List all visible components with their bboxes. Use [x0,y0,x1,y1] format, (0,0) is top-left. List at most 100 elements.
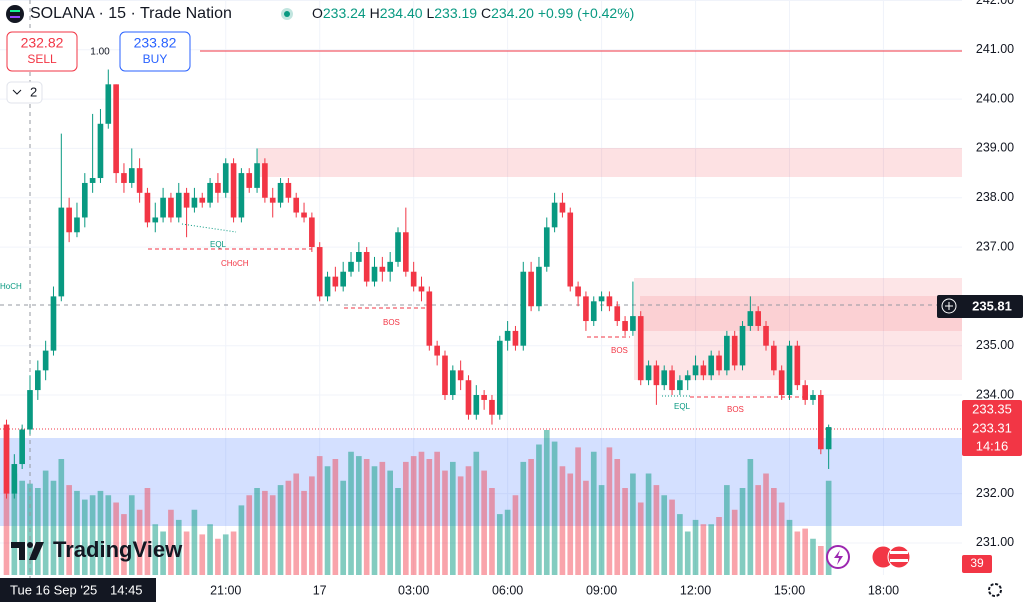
volume-bar [520,461,527,575]
supply-zone [640,296,962,331]
volume-bar [175,519,182,575]
candle-body [622,321,628,331]
volume-bar [434,451,440,575]
settings-icon[interactable] [988,583,1002,597]
candle-body [810,395,816,400]
toggle-box[interactable] [6,81,43,104]
volume-bar [512,495,519,575]
crosshair-price: 235.81 [972,298,1012,313]
candle-body [457,370,464,381]
volume-bar [309,476,315,575]
candle-body [152,217,159,223]
volume-label: 39 [970,556,984,570]
add-icon[interactable] [945,302,953,310]
x-tick-label: 12:00 [680,583,711,597]
candle-body [442,355,448,396]
candle-body [692,365,699,376]
volume-bar [410,456,417,575]
volume-bar [316,456,323,575]
candle-body [285,182,292,198]
y-tick-label: 237.00 [976,239,1014,253]
sell-box[interactable] [6,31,78,72]
volume-bar [763,473,769,575]
volume-bar [630,473,636,575]
volume-bar [42,470,49,575]
volume-bar [128,495,135,575]
add-icon[interactable] [941,298,957,314]
volume-bar [332,459,339,575]
volume-bar [363,459,370,575]
label: O [312,5,323,21]
candle-body [465,380,472,415]
volume-bar [89,495,96,575]
buy-box[interactable] [119,31,191,72]
x-tick-label: 15:00 [774,583,805,597]
candle-body [363,251,370,282]
candle-body [598,296,605,302]
candle-body [716,355,722,371]
candle-body [230,163,237,218]
volume-bar [293,473,300,575]
sell-button[interactable]: 232.82 SELL [6,31,78,72]
candle-body [512,330,519,346]
volume-bar [426,459,433,575]
y-tick-label: 231.00 [976,535,1014,549]
y-tick-label: 234.00 [976,387,1014,401]
candle-body [403,232,409,272]
spread: 1.00 [90,47,110,58]
candle-body [293,197,300,213]
event-icon[interactable] [834,550,843,565]
volume-bar [739,488,746,575]
sell-label[interactable]: SELL [27,52,57,66]
annotation: BOS [383,318,400,327]
candle-body [19,429,25,465]
economic-event[interactable] [887,545,911,569]
candle-body [316,247,323,297]
buy-button[interactable]: 233.82 BUY [119,31,191,72]
volume-bar [731,509,738,575]
volume-bar [818,546,824,575]
countdown: 14:16 [976,438,1009,453]
chevron[interactable] [12,89,22,95]
volume-bar [3,430,10,575]
volume-bar [747,459,754,575]
volume-bar [168,509,174,575]
volume-bar [622,488,628,575]
volume-bar [324,466,331,575]
candle-body [301,212,307,218]
volume-bar [669,499,675,575]
volume-bar [575,447,581,575]
candle-body [818,395,824,450]
volume-bar [598,485,605,575]
candle-body [551,202,558,228]
volume-bar [755,485,762,575]
market-status [284,11,290,17]
volume-bar [348,451,354,575]
candle-body [763,325,769,346]
candle-body [449,370,456,396]
y-tick-label: 240.00 [976,91,1014,105]
demand-zone [0,438,962,526]
sell-price[interactable]: 232.82 [21,35,64,51]
candle-body [559,202,566,213]
candle-body [590,301,597,322]
volume-bar [551,441,558,575]
flag-stripe [890,559,908,562]
volume-label-box [962,555,992,573]
volume-bar [583,480,589,575]
volume-bar [74,490,80,575]
candle-body [207,182,213,203]
candle-body [35,370,41,391]
candle-body [379,266,386,272]
volume-bar [661,495,668,575]
y-tick-label: 232.00 [976,486,1014,500]
indicator-toggle[interactable]: 2 [6,81,43,104]
candle-body [222,163,229,193]
indicator-count[interactable]: 2 [30,84,37,99]
volume-bar [692,519,699,575]
buy-price[interactable]: 233.82 [134,35,177,51]
candle-body [575,286,581,297]
buy-label[interactable]: BUY [143,52,168,66]
candle-body [661,370,668,386]
